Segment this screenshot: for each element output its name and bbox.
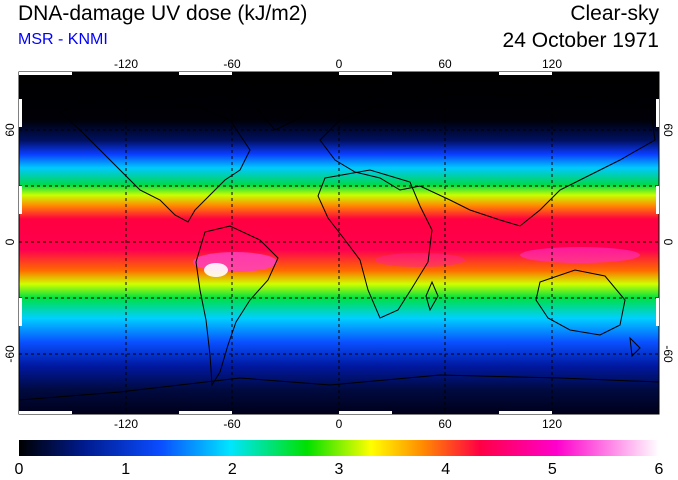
coast-north-america: [59, 95, 251, 223]
uv-hotspot-indonesia: [520, 247, 640, 263]
lon-tick-bottom: 60: [438, 417, 452, 431]
lon-ticks-top: -120 -60 0 60 120: [114, 57, 562, 71]
lon-tick-top: -60: [223, 57, 241, 71]
coast-new-zealand: [629, 336, 641, 358]
coast-south-america: [195, 225, 279, 387]
colorbar-labels: 0 1 2 3 4 5 6: [15, 461, 664, 478]
coast-africa: [317, 169, 433, 319]
colorbar-label: 2: [228, 461, 237, 478]
coast-australia: [535, 269, 626, 336]
colorbar-label: 5: [548, 461, 557, 478]
sky-condition-label: Clear-sky: [570, 2, 659, 25]
coastlines: [19, 77, 659, 401]
lon-tick-top: 0: [336, 57, 343, 71]
border-ticks: [19, 72, 659, 414]
lat-tick-left: 0: [3, 238, 17, 245]
lat-ticks-right: 60 0 -60: [661, 123, 675, 363]
uv-hotspot-africa: [375, 253, 465, 267]
lon-tick-bottom: 0: [336, 417, 343, 431]
date-label: 24 October 1971: [502, 29, 659, 52]
lon-tick-top: 120: [542, 57, 562, 71]
colorbar-label: 3: [335, 461, 344, 478]
graticule: [19, 72, 659, 414]
lon-tick-top: 60: [438, 57, 452, 71]
lon-tick-bottom: 120: [542, 417, 562, 431]
lat-tick-right: -60: [661, 345, 675, 363]
lat-tick-right: 60: [661, 123, 675, 137]
lon-tick-bottom: -120: [114, 417, 138, 431]
lat-tick-left: -60: [3, 345, 17, 363]
uv-field: [19, 72, 659, 414]
colorbar-label: 6: [655, 461, 664, 478]
colorbar-label: 0: [15, 461, 24, 478]
coast-eurasia: [319, 91, 656, 227]
lat-tick-left: 60: [3, 123, 17, 137]
colorbar-label: 4: [441, 461, 450, 478]
colorbar-label: 1: [121, 461, 130, 478]
lon-tick-top: -120: [114, 57, 138, 71]
coast-antarctica: [19, 374, 659, 401]
colorbar: [19, 440, 659, 456]
map-title: DNA-damage UV dose (kJ/m2): [18, 2, 308, 25]
coast-madagascar: [425, 280, 439, 312]
lon-ticks-bottom: -120 -60 0 60 120: [114, 417, 562, 431]
lat-tick-right: 0: [661, 239, 675, 246]
uv-peak-andes: [204, 263, 228, 277]
lat-ticks-left: 60 0 -60: [3, 123, 17, 363]
source-label: MSR - KNMI: [18, 31, 108, 48]
lon-tick-bottom: -60: [223, 417, 241, 431]
coast-greenland: [249, 77, 321, 131]
